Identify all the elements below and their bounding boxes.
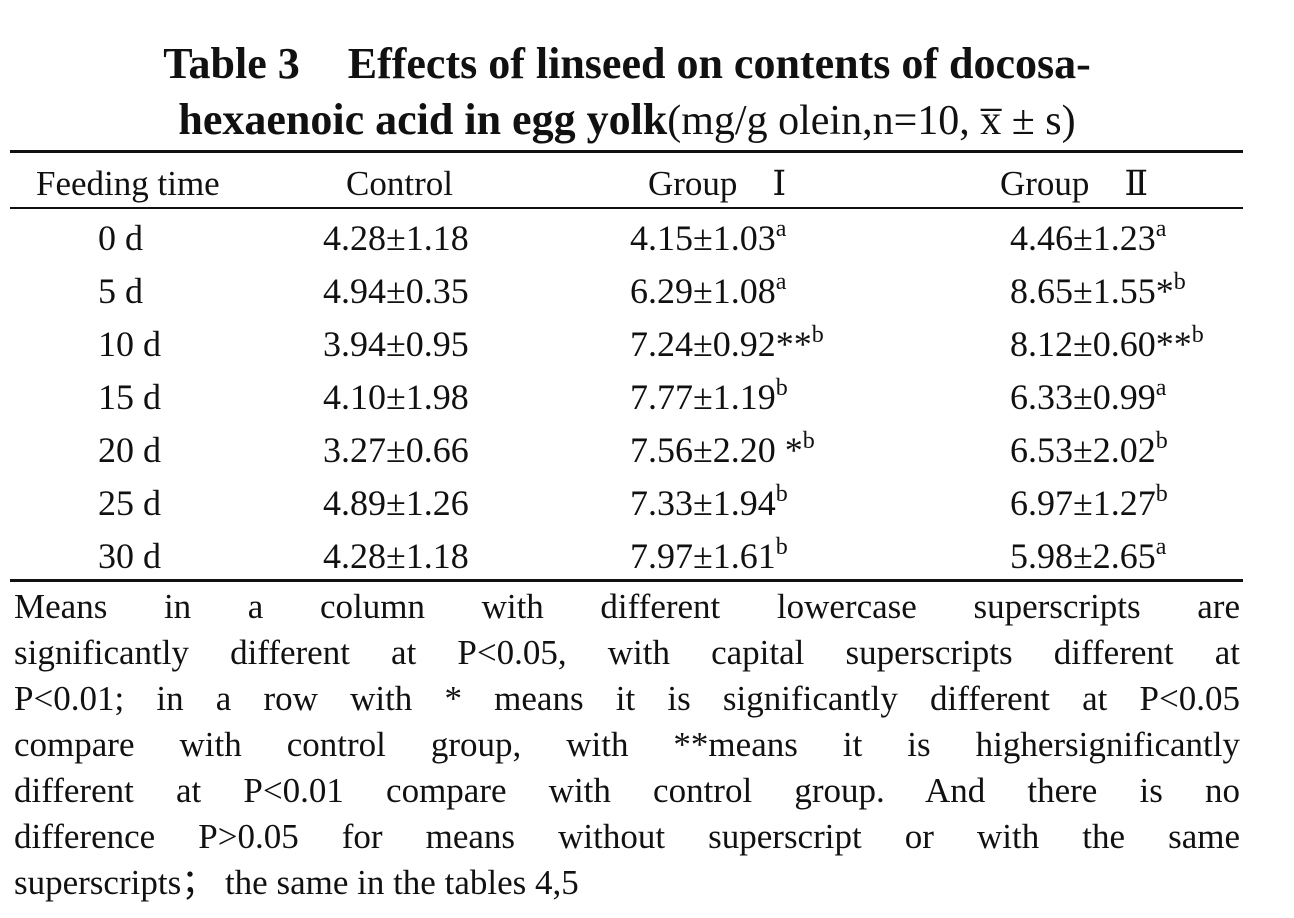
cell-group-2: 8.12±0.60**b xyxy=(1010,318,1204,370)
footnote-line: superscripts； the same in the tables 4,5 xyxy=(14,863,579,902)
cell-group-2-superscript: a xyxy=(1155,375,1167,401)
header-group-1: Group Ⅰ xyxy=(648,164,787,203)
cell-group-1: 7.97±1.61b xyxy=(630,530,788,582)
table-row: 5 d 4.94±0.35 6.29±1.08a 8.65±1.55*b xyxy=(0,265,1294,317)
cell-group-2-superscript: a xyxy=(1155,216,1167,242)
cell-group-2-value: 6.53±2.02 xyxy=(1010,430,1156,470)
footnote-line: difference P>0.05 for means without supe… xyxy=(14,817,1240,856)
cell-group-2-superscript: b xyxy=(1191,322,1204,348)
table-title: Table 3 Effects of linseed on contents of… xyxy=(0,38,1254,90)
cell-group-2: 6.53±2.02b xyxy=(1010,424,1168,476)
cell-group-2-value: 6.97±1.27 xyxy=(1010,483,1156,523)
cell-control: 4.28±1.18 xyxy=(323,218,469,258)
table-number: Table 3 xyxy=(163,39,300,88)
footnote-line: P<0.01; in a row with * means it is sign… xyxy=(14,679,1240,718)
bottom-rule xyxy=(10,579,1243,582)
table-row: 0 d 4.28±1.18 4.15±1.03a 4.46±1.23a xyxy=(0,212,1294,264)
cell-group-1-value: 7.56±2.20 * xyxy=(630,430,803,470)
table-row: 15 d 4.10±1.98 7.77±1.19b 6.33±0.99a xyxy=(0,371,1294,423)
cell-group-1: 7.24±0.92**b xyxy=(630,318,824,370)
table-header-row: Feeding time Control Group Ⅰ Group Ⅱ xyxy=(0,158,1294,210)
table-footnote: Means in a column with different lowerca… xyxy=(14,584,1240,906)
table-title-line2-text: hexaenoic acid in egg yolk xyxy=(178,95,668,144)
cell-group-2-superscript: b xyxy=(1155,428,1168,454)
cell-group-1-superscript: b xyxy=(811,322,824,348)
header-control: Control xyxy=(346,164,453,203)
cell-group-1-value: 7.77±1.19 xyxy=(630,377,776,417)
table-row: 20 d 3.27±0.66 7.56±2.20 *b 6.53±2.02b xyxy=(0,424,1294,476)
cell-group-2-superscript: b xyxy=(1155,481,1168,507)
cell-group-2-value: 6.33±0.99 xyxy=(1010,377,1156,417)
table-title-line2: hexaenoic acid in egg yolk(mg/g olein,n=… xyxy=(0,94,1254,147)
cell-control: 4.28±1.18 xyxy=(323,536,469,576)
cell-group-1-superscript: b xyxy=(775,534,788,560)
cell-group-2: 6.33±0.99a xyxy=(1010,371,1166,423)
cell-group-2: 4.46±1.23a xyxy=(1010,212,1166,264)
cell-group-2-value: 4.46±1.23 xyxy=(1010,218,1156,258)
cell-feeding-time: 10 d xyxy=(98,324,161,364)
footnote-line: compare with control group, with **means… xyxy=(14,725,1240,764)
cell-control: 4.94±0.35 xyxy=(323,271,469,311)
cell-group-1: 7.77±1.19b xyxy=(630,371,788,423)
header-group-2: Group Ⅱ xyxy=(1000,164,1149,203)
top-rule xyxy=(10,150,1243,153)
cell-feeding-time: 15 d xyxy=(98,377,161,417)
table-row: 30 d 4.28±1.18 7.97±1.61b 5.98±2.65a xyxy=(0,530,1294,582)
cell-group-2-superscript: a xyxy=(1155,534,1167,560)
table-row: 10 d 3.94±0.95 7.24±0.92**b 8.12±0.60**b xyxy=(0,318,1294,370)
cell-group-2-value: 8.12±0.60** xyxy=(1010,324,1192,364)
cell-feeding-time: 0 d xyxy=(98,218,143,258)
header-rule xyxy=(10,207,1243,209)
footnote-line: different at P<0.01 compare with control… xyxy=(14,771,1240,810)
cell-control: 3.27±0.66 xyxy=(323,430,469,470)
cell-feeding-time: 20 d xyxy=(98,430,161,470)
table-title-units: (mg/g olein,n=10, x̅ ± s) xyxy=(667,98,1076,144)
cell-group-2-value: 8.65±1.55* xyxy=(1010,271,1174,311)
cell-group-1-superscript: b xyxy=(775,481,788,507)
cell-feeding-time: 25 d xyxy=(98,483,161,523)
cell-group-2-value: 5.98±2.65 xyxy=(1010,536,1156,576)
cell-feeding-time: 5 d xyxy=(98,271,143,311)
cell-control: 4.10±1.98 xyxy=(323,377,469,417)
header-feeding-time: Feeding time xyxy=(36,164,220,203)
cell-group-1-value: 6.29±1.08 xyxy=(630,271,776,311)
cell-group-1: 4.15±1.03a xyxy=(630,212,786,264)
cell-control: 3.94±0.95 xyxy=(323,324,469,364)
cell-feeding-time: 30 d xyxy=(98,536,161,576)
cell-group-2: 6.97±1.27b xyxy=(1010,477,1168,529)
table-title-line1: Effects of linseed on contents of docosa… xyxy=(347,39,1091,88)
footnote-line: Means in a column with different lowerca… xyxy=(14,587,1240,626)
cell-group-1-value: 7.33±1.94 xyxy=(630,483,776,523)
cell-group-1-value: 4.15±1.03 xyxy=(630,218,776,258)
cell-group-1-value: 7.97±1.61 xyxy=(630,536,776,576)
footnote-line: significantly different at P<0.05, with … xyxy=(14,633,1240,672)
table-row: 25 d 4.89±1.26 7.33±1.94b 6.97±1.27b xyxy=(0,477,1294,529)
cell-group-2-superscript: b xyxy=(1173,269,1186,295)
cell-group-1-superscript: b xyxy=(775,375,788,401)
cell-group-1-superscript: b xyxy=(802,428,815,454)
cell-group-1: 6.29±1.08a xyxy=(630,265,786,317)
cell-group-1-superscript: a xyxy=(775,216,787,242)
cell-group-1: 7.56±2.20 *b xyxy=(630,424,815,476)
cell-group-1-superscript: a xyxy=(775,269,787,295)
cell-group-1: 7.33±1.94b xyxy=(630,477,788,529)
cell-group-2: 8.65±1.55*b xyxy=(1010,265,1186,317)
cell-group-1-value: 7.24±0.92** xyxy=(630,324,812,364)
cell-group-2: 5.98±2.65a xyxy=(1010,530,1166,582)
cell-control: 4.89±1.26 xyxy=(323,483,469,523)
